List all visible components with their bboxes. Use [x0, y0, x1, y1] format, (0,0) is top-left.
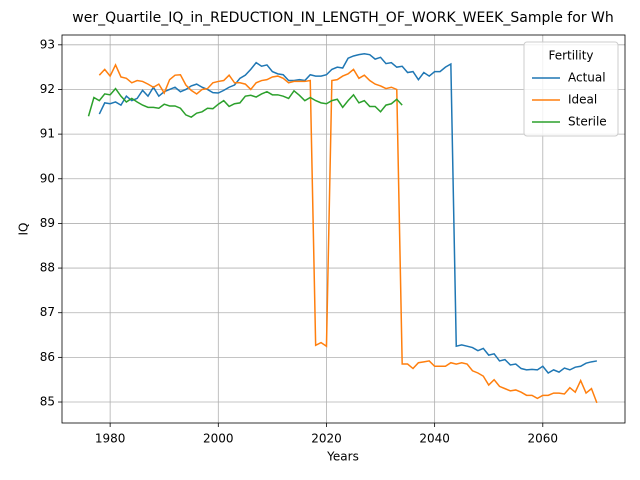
chart-title: wer_Quartile_IQ_in_REDUCTION_IN_LENGTH_O… [72, 10, 613, 26]
line-series [87, 87, 403, 119]
legend-label: Sterile [568, 115, 607, 129]
x-tick-label: 2040 [419, 432, 450, 446]
y-tick-label: 91 [40, 127, 55, 141]
x-tick-label: 2020 [311, 432, 342, 446]
y-tick-label: 90 [40, 171, 55, 185]
x-tick-label: 2000 [203, 432, 234, 446]
legend-frame [523, 41, 619, 137]
legend-label: Ideal [568, 93, 597, 107]
x-tick-label: 1980 [95, 432, 126, 446]
x-axis-label: Years [326, 450, 359, 464]
x-tick-label: 2060 [528, 432, 559, 446]
line-series [98, 63, 598, 404]
line-series [98, 52, 598, 374]
y-axis-label: IQ [17, 223, 31, 236]
y-tick-label: 89 [40, 216, 55, 230]
plot-frame [61, 34, 626, 424]
y-tick-label: 85 [40, 395, 55, 409]
y-tick-label: 93 [40, 37, 55, 51]
y-tick-label: 86 [40, 350, 55, 364]
y-tick-label: 87 [40, 305, 55, 319]
y-tick-label: 88 [40, 261, 55, 275]
y-tick-label: 92 [40, 82, 55, 96]
legend-label: Actual [568, 71, 606, 85]
legend-title: Fertility [548, 49, 593, 63]
legend: Fertility Actual Ideal Sterile [523, 41, 619, 137]
